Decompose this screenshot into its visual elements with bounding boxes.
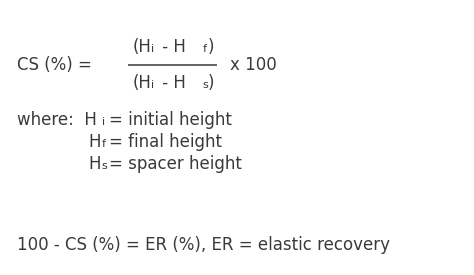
- Text: s: s: [202, 80, 208, 90]
- Text: H: H: [88, 133, 100, 151]
- Text: f: f: [202, 44, 206, 54]
- Text: (H: (H: [132, 74, 151, 92]
- Text: f: f: [101, 139, 106, 149]
- Text: x 100: x 100: [230, 56, 277, 74]
- Text: i: i: [152, 80, 155, 90]
- Text: = final height: = final height: [109, 133, 222, 151]
- Text: (H: (H: [132, 38, 151, 56]
- Text: i: i: [152, 44, 155, 54]
- Text: 100 - CS (%) = ER (%), ER = elastic recovery: 100 - CS (%) = ER (%), ER = elastic reco…: [17, 236, 390, 254]
- Text: = spacer height: = spacer height: [109, 155, 242, 173]
- Text: where:  H: where: H: [17, 111, 97, 129]
- Text: i: i: [101, 117, 105, 127]
- Text: ): ): [208, 38, 215, 56]
- Text: = initial height: = initial height: [109, 111, 232, 129]
- Text: - H: - H: [157, 38, 186, 56]
- Text: ): ): [208, 74, 215, 92]
- Text: CS (%) =: CS (%) =: [17, 56, 92, 74]
- Text: s: s: [101, 161, 108, 171]
- Text: - H: - H: [157, 74, 186, 92]
- Text: H: H: [88, 155, 100, 173]
